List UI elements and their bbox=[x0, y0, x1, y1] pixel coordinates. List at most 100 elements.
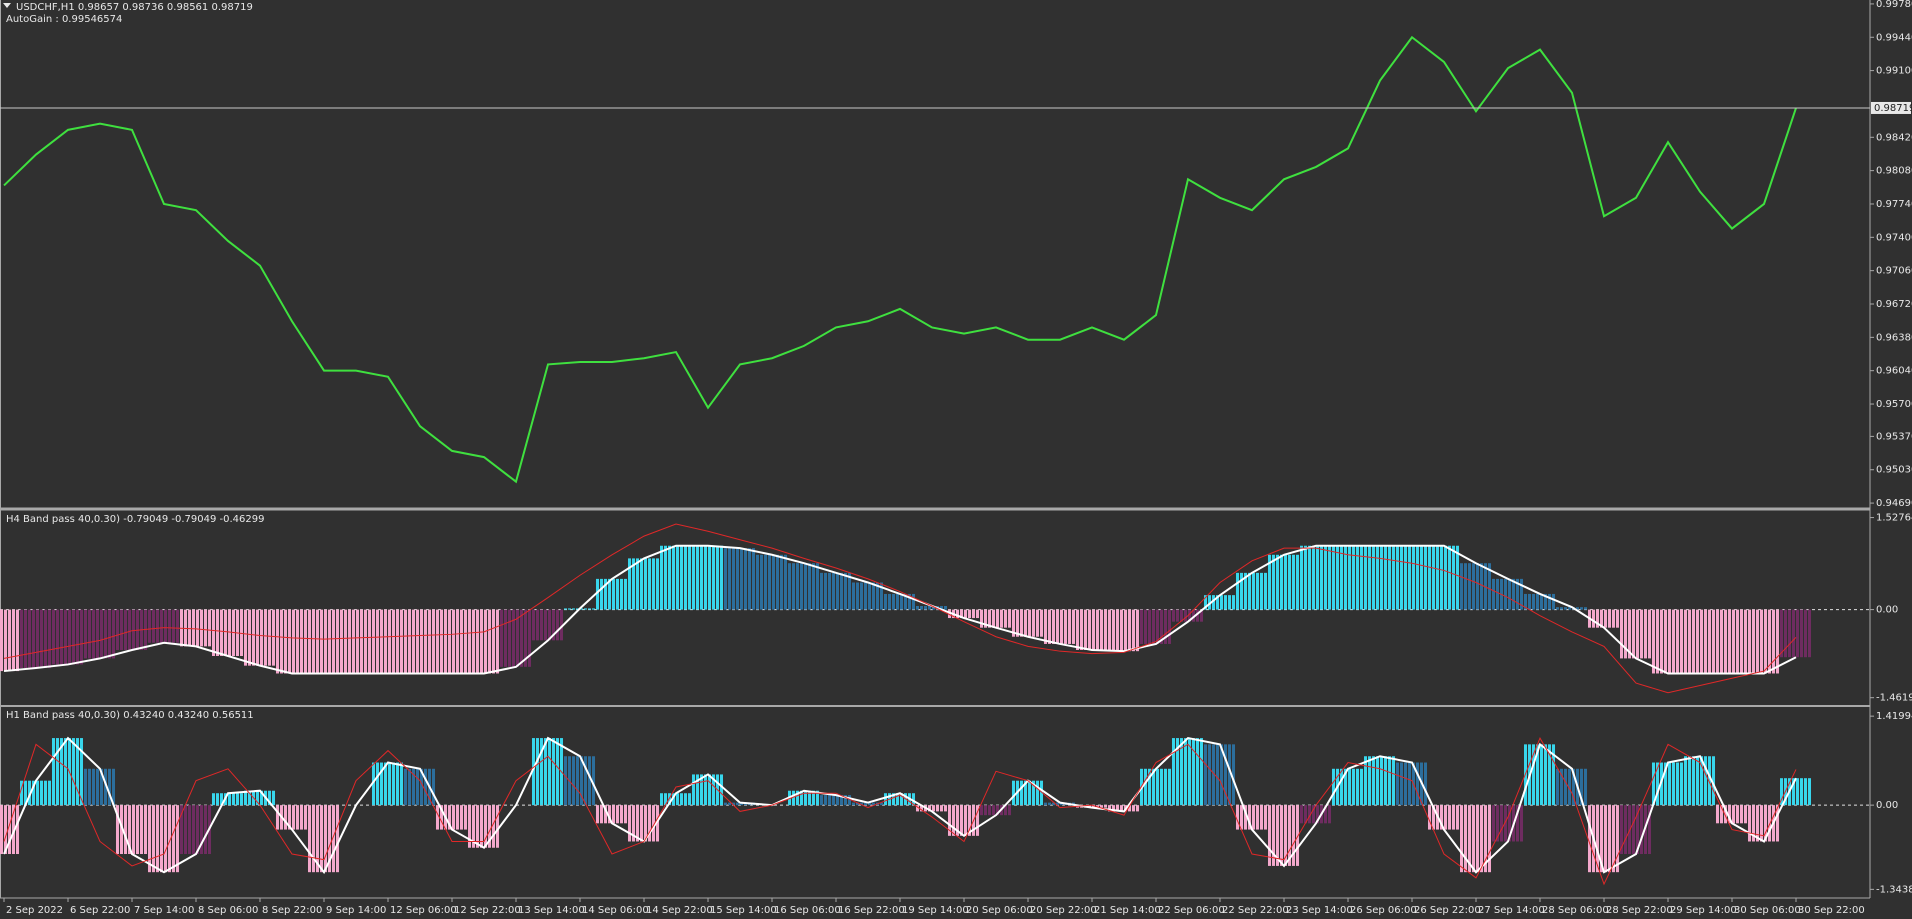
histogram-bar bbox=[948, 609, 980, 619]
histogram-bar bbox=[660, 545, 692, 610]
x-tick-label: 12 Sep 22:00 bbox=[454, 905, 521, 916]
histogram-bar bbox=[308, 609, 340, 674]
x-tick-label: 29 Sep 14:00 bbox=[1670, 905, 1737, 916]
x-tick-label: 15 Sep 14:00 bbox=[710, 905, 777, 916]
histogram-bar bbox=[1588, 609, 1620, 628]
histogram-bar bbox=[1044, 609, 1076, 644]
y-tick-label: 1.41994 bbox=[1876, 711, 1912, 722]
x-tick-label: 16 Sep 22:00 bbox=[838, 905, 905, 916]
y-tick-label: -1.46196 bbox=[1876, 693, 1912, 704]
histogram-bar bbox=[308, 805, 340, 873]
histogram-bar bbox=[244, 609, 276, 666]
histogram-bar bbox=[948, 805, 980, 836]
last-price-box bbox=[1871, 101, 1911, 114]
histogram-bar bbox=[980, 805, 1012, 816]
histogram-bar bbox=[1748, 609, 1780, 674]
histogram-bar bbox=[980, 609, 1012, 628]
pane-title: H1 Band pass 40,0.30) 0.43240 0.43240 0.… bbox=[6, 710, 254, 721]
histogram-bar bbox=[1300, 545, 1332, 610]
histogram-bar bbox=[692, 545, 724, 610]
histogram-bar bbox=[724, 802, 756, 806]
histogram-bar bbox=[660, 793, 692, 806]
histogram-bar bbox=[372, 609, 404, 674]
y-tick-label: 1.52764 bbox=[1876, 513, 1912, 524]
histogram-bar bbox=[1140, 609, 1172, 644]
x-tick-label: 14 Sep 22:00 bbox=[646, 905, 713, 916]
histogram-bar bbox=[532, 609, 564, 641]
signal-line bbox=[3, 736, 1797, 886]
histogram-bar bbox=[148, 805, 180, 873]
histogram-bar bbox=[916, 605, 948, 610]
histogram-bar bbox=[0, 609, 20, 672]
x-tick-label: 19 Sep 14:00 bbox=[902, 905, 969, 916]
price-line bbox=[3, 35, 1797, 484]
x-tick-label: 7 Sep 14:00 bbox=[134, 905, 194, 916]
histogram-bar bbox=[1044, 802, 1076, 806]
x-tick-label: 8 Sep 06:00 bbox=[198, 905, 258, 916]
menu-triangle[interactable] bbox=[3, 3, 11, 8]
x-tick-label: 12 Sep 06:00 bbox=[390, 905, 457, 916]
histogram-bar bbox=[436, 609, 468, 674]
histogram-bar bbox=[372, 762, 404, 806]
x-tick-label: 20 Sep 06:00 bbox=[966, 905, 1033, 916]
histogram-bar bbox=[756, 554, 788, 610]
histogram-bar bbox=[820, 795, 852, 806]
histogram-bar bbox=[628, 558, 660, 610]
histogram-bar bbox=[1684, 609, 1716, 674]
histogram-bar bbox=[180, 805, 212, 855]
histogram-bar bbox=[276, 609, 308, 674]
pane bbox=[3, 35, 1797, 484]
x-tick-label: 22 Sep 06:00 bbox=[1158, 905, 1225, 916]
histogram-bar bbox=[788, 563, 820, 610]
x-tick-label: 30 Sep 22:00 bbox=[1798, 905, 1865, 916]
histogram-bar bbox=[1460, 563, 1492, 610]
x-tick-label: 8 Sep 22:00 bbox=[262, 905, 322, 916]
pane bbox=[0, 736, 1870, 886]
band-line bbox=[3, 736, 1797, 875]
y-tick-label: 0.00 bbox=[1876, 605, 1898, 616]
pane-title: H4 Band pass 40,0.30) -0.79049 -0.79049 … bbox=[6, 514, 264, 525]
histogram-bar bbox=[1652, 609, 1684, 674]
histogram-bar bbox=[116, 805, 148, 855]
histogram-bar bbox=[1204, 595, 1236, 610]
y-tick-label: -1.34387 bbox=[1876, 884, 1912, 895]
x-tick-label: 28 Sep 06:00 bbox=[1542, 905, 1609, 916]
histogram-bar bbox=[1076, 609, 1108, 650]
histogram-bar bbox=[20, 780, 52, 806]
histogram-bar bbox=[1332, 545, 1364, 610]
x-tick-label: 22 Sep 22:00 bbox=[1222, 905, 1289, 916]
x-tick-label: 30 Sep 06:00 bbox=[1734, 905, 1801, 916]
histogram-bar bbox=[724, 548, 756, 610]
histogram-bar bbox=[1620, 609, 1652, 659]
histogram-bar bbox=[532, 738, 564, 806]
histogram-bar bbox=[1716, 805, 1748, 824]
x-tick-label: 23 Sep 14:00 bbox=[1286, 905, 1353, 916]
x-tick-label: 6 Sep 22:00 bbox=[70, 905, 130, 916]
x-tick-label: 26 Sep 22:00 bbox=[1414, 905, 1481, 916]
histogram-bar bbox=[20, 609, 52, 669]
histogram-bar bbox=[1140, 768, 1172, 806]
histogram-bar bbox=[148, 609, 180, 643]
histogram-bar bbox=[404, 768, 436, 806]
histogram-bar bbox=[1012, 609, 1044, 637]
histogram-bar bbox=[1108, 805, 1140, 812]
histogram-bar bbox=[404, 609, 436, 674]
x-tick-label: 16 Sep 06:00 bbox=[774, 905, 841, 916]
histogram-bar bbox=[1556, 607, 1588, 610]
histogram-bar bbox=[1428, 805, 1460, 830]
pane-subtitle: AutoGain : 0.99546574 bbox=[6, 14, 122, 25]
histogram-bar bbox=[1300, 805, 1332, 824]
histogram-bar bbox=[1076, 805, 1108, 808]
last-price-label: 0.98719 bbox=[1874, 103, 1912, 114]
histogram-bar bbox=[1716, 609, 1748, 674]
histogram-bar bbox=[1364, 545, 1396, 610]
